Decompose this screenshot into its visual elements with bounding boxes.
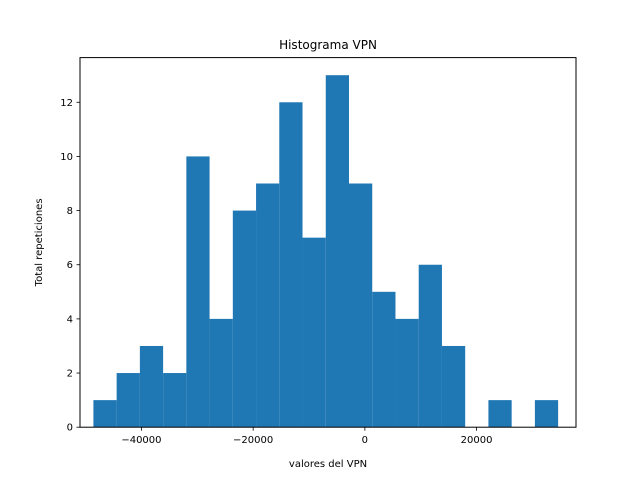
y-tick-label: 6 [67,260,73,271]
histogram-bar [418,264,442,428]
histogram-bar [163,373,187,428]
histogram-bar [279,102,303,428]
histogram-bar [93,400,117,428]
histogram-bar [116,373,140,428]
histogram-bar [256,183,280,428]
histogram-bar [349,183,373,428]
histogram-bar [534,400,559,428]
bars-group [93,75,559,428]
histogram-bar [441,345,466,428]
histogram-bar [139,345,164,428]
y-tick-label: 2 [67,369,73,380]
histogram-bar [186,156,210,428]
x-tick-label: 20000 [461,435,493,446]
histogram-bar [232,210,257,428]
x-axis-ticks: −40000 −20000 0 20000 [121,427,492,446]
y-axis-ticks: 0 2 4 6 8 10 12 [60,98,80,434]
chart-title: Histograma VPN [279,38,377,52]
histogram-bar [325,75,350,428]
histogram-bar [209,318,233,428]
x-axis-label: valores del VPN [289,459,367,470]
histogram-bar [488,400,512,428]
y-tick-label: 12 [60,98,73,109]
x-tick-label: 0 [362,435,368,446]
y-axis-label: Total repeticiones [34,198,45,287]
y-tick-label: 4 [67,314,73,325]
y-tick-label: 0 [67,423,73,434]
histogram-bar [395,318,419,428]
histogram-bar [372,291,396,428]
plot-frame [79,57,577,428]
y-tick-label: 8 [67,206,73,217]
x-tick-label: −40000 [121,435,161,446]
y-tick-label: 10 [60,152,73,163]
histogram-bar [302,237,326,428]
x-tick-label: −20000 [233,435,273,446]
